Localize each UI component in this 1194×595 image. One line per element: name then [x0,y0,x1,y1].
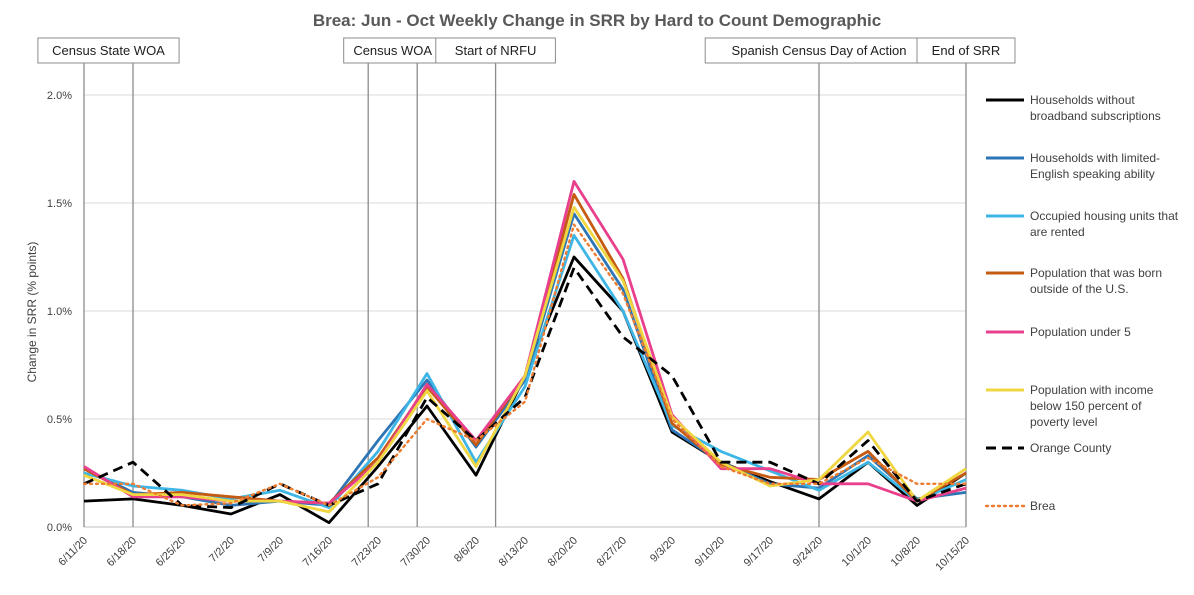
legend-label: Population under 5 [1030,325,1131,339]
x-tick-label: 10/1/20 [840,535,874,569]
series-line [83,192,967,505]
x-tick-label: 6/11/20 [56,535,90,569]
y-tick-label: 1.0% [47,306,72,318]
series-line [83,205,967,514]
y-tick-label: 1.5% [47,198,72,210]
event-markers: Census State WOA Census WOA Start of NRFU S… [37,37,1016,527]
event-label: Spanish Census Day of Action [732,43,907,58]
x-tick-label: 9/24/20 [791,535,825,569]
event-box [343,37,443,64]
x-tick-label: 10/15/20 [933,535,972,574]
x-tick-label: 7/9/20 [256,535,286,565]
x-tick-label: 7/16/20 [301,535,335,569]
legend-label: Orange County [1030,441,1111,455]
y-tick-label: 0.0% [47,522,72,534]
series-line [83,212,967,507]
event-label: Census WOA [353,43,432,58]
series-line [82,223,968,507]
y-tick-label: 0.5% [47,414,72,426]
x-tick-label: 10/8/20 [889,535,923,569]
x-tick-label: 8/27/20 [595,535,629,569]
series-lines [82,179,968,525]
event-label: End of SRR [932,43,1001,58]
event-label: Census State WOA [52,43,165,58]
series-line [83,179,967,505]
x-tick-label: 7/23/20 [350,535,384,569]
y-tick-labels: 0.0% 0.5% 1.0% 1.5% 2.0% [47,90,72,534]
x-tick-label: 8/6/20 [452,535,482,565]
legend-label: Households with limited-English speaking… [1030,151,1160,181]
x-tick-label: 7/2/20 [207,535,237,565]
event-box [916,37,1016,64]
legend-label: Population that was born outside of the U… [1030,266,1162,296]
event-label: Start of NRFU [455,43,537,58]
event-box [37,37,180,64]
chart-title: Brea: Jun - Oct Weekly Change in SRR by … [313,11,881,30]
x-tick-label: 8/20/20 [546,535,580,569]
event-box [435,37,556,64]
y-axis-label: Change in SRR (% points) [25,242,39,383]
series-line [83,233,967,510]
x-tick-label: 9/17/20 [742,535,776,569]
gridlines [84,94,966,528]
x-tick-label: 8/13/20 [497,535,531,569]
legend: Households without broadband subscription… [984,93,1179,513]
legend-label: Population with income below 150 percent … [1030,383,1154,429]
x-tick-label: 7/30/20 [399,535,433,569]
x-tick-labels: 6/11/20 6/18/20 6/25/20 7/2/20 7/9/20 7/16/20… [56,535,972,574]
legend-label: Occupied housing units that are rented [1030,209,1179,239]
x-tick-label: 9/3/20 [648,535,678,565]
legend-label: Brea [1030,499,1056,513]
x-tick-label: 6/18/20 [105,535,139,569]
x-tick-label: 6/25/20 [154,535,188,569]
x-tick-label: 9/10/20 [693,535,727,569]
y-tick-label: 2.0% [47,90,72,102]
legend-label: Households without broadband subscription… [1030,93,1161,123]
